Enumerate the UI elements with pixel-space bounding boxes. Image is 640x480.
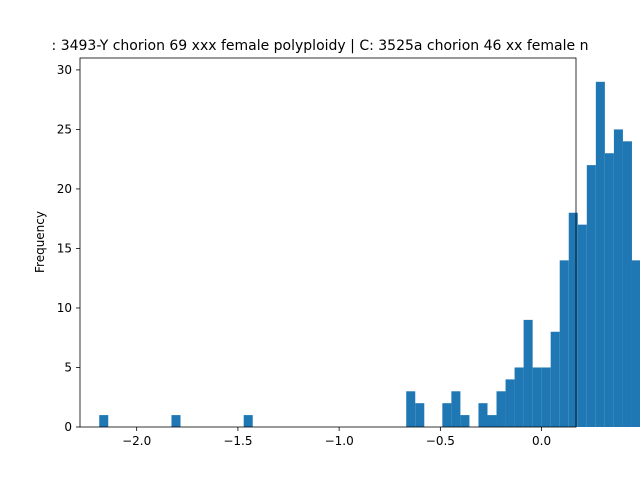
histogram-bars — [99, 81, 640, 428]
histogram-bar — [243, 415, 253, 427]
histogram-bar — [523, 319, 533, 427]
chart-title: : 3493-Y chorion 69 xxx female polyploid… — [52, 38, 589, 54]
histogram-bar — [460, 415, 470, 427]
histogram-bar — [505, 379, 515, 427]
x-tick-label: 0.0 — [532, 434, 551, 448]
y-tick-label: 30 — [57, 63, 72, 77]
y-tick-label: 15 — [57, 241, 72, 255]
y-tick-label: 20 — [57, 182, 72, 196]
histogram-bar — [442, 403, 452, 427]
x-tick-label: −1.0 — [325, 434, 354, 448]
histogram-bar — [514, 367, 524, 427]
histogram-bar — [487, 415, 497, 427]
y-tick-label: 0 — [64, 420, 72, 434]
histogram-bar — [550, 331, 560, 427]
y-tick-label: 10 — [57, 301, 72, 315]
histogram-bar — [577, 224, 587, 427]
histogram-bar — [604, 153, 614, 428]
histogram-bar — [532, 367, 542, 427]
x-axis-ticks: −2.0 −1.5 −1.0 −0.5 0.0 — [122, 427, 551, 448]
histogram-bar — [595, 81, 605, 427]
histogram-bar — [622, 141, 632, 427]
x-tick-label: −2.0 — [122, 434, 151, 448]
y-tick-label: 25 — [57, 122, 72, 136]
histogram-bar — [451, 391, 461, 427]
y-tick-label: 5 — [64, 360, 72, 374]
histogram-bar — [478, 403, 488, 427]
histogram-bar — [559, 260, 569, 427]
histogram-bar — [415, 403, 425, 427]
histogram-bar — [568, 212, 578, 427]
y-axis-label: Frequency — [33, 211, 47, 273]
y-axis-ticks: 0 5 10 15 20 25 30 — [57, 63, 80, 434]
histogram-bar — [631, 260, 640, 427]
histogram-bar — [586, 165, 596, 427]
x-tick-label: −0.5 — [426, 434, 455, 448]
histogram-bar — [496, 391, 506, 427]
histogram-bar — [99, 415, 109, 427]
histogram-bar — [613, 129, 623, 428]
x-tick-label: −1.5 — [223, 434, 252, 448]
histogram-bar — [171, 415, 181, 427]
histogram-bar — [406, 391, 416, 427]
histogram-bar — [541, 367, 551, 427]
plot-area-frame — [79, 57, 577, 428]
